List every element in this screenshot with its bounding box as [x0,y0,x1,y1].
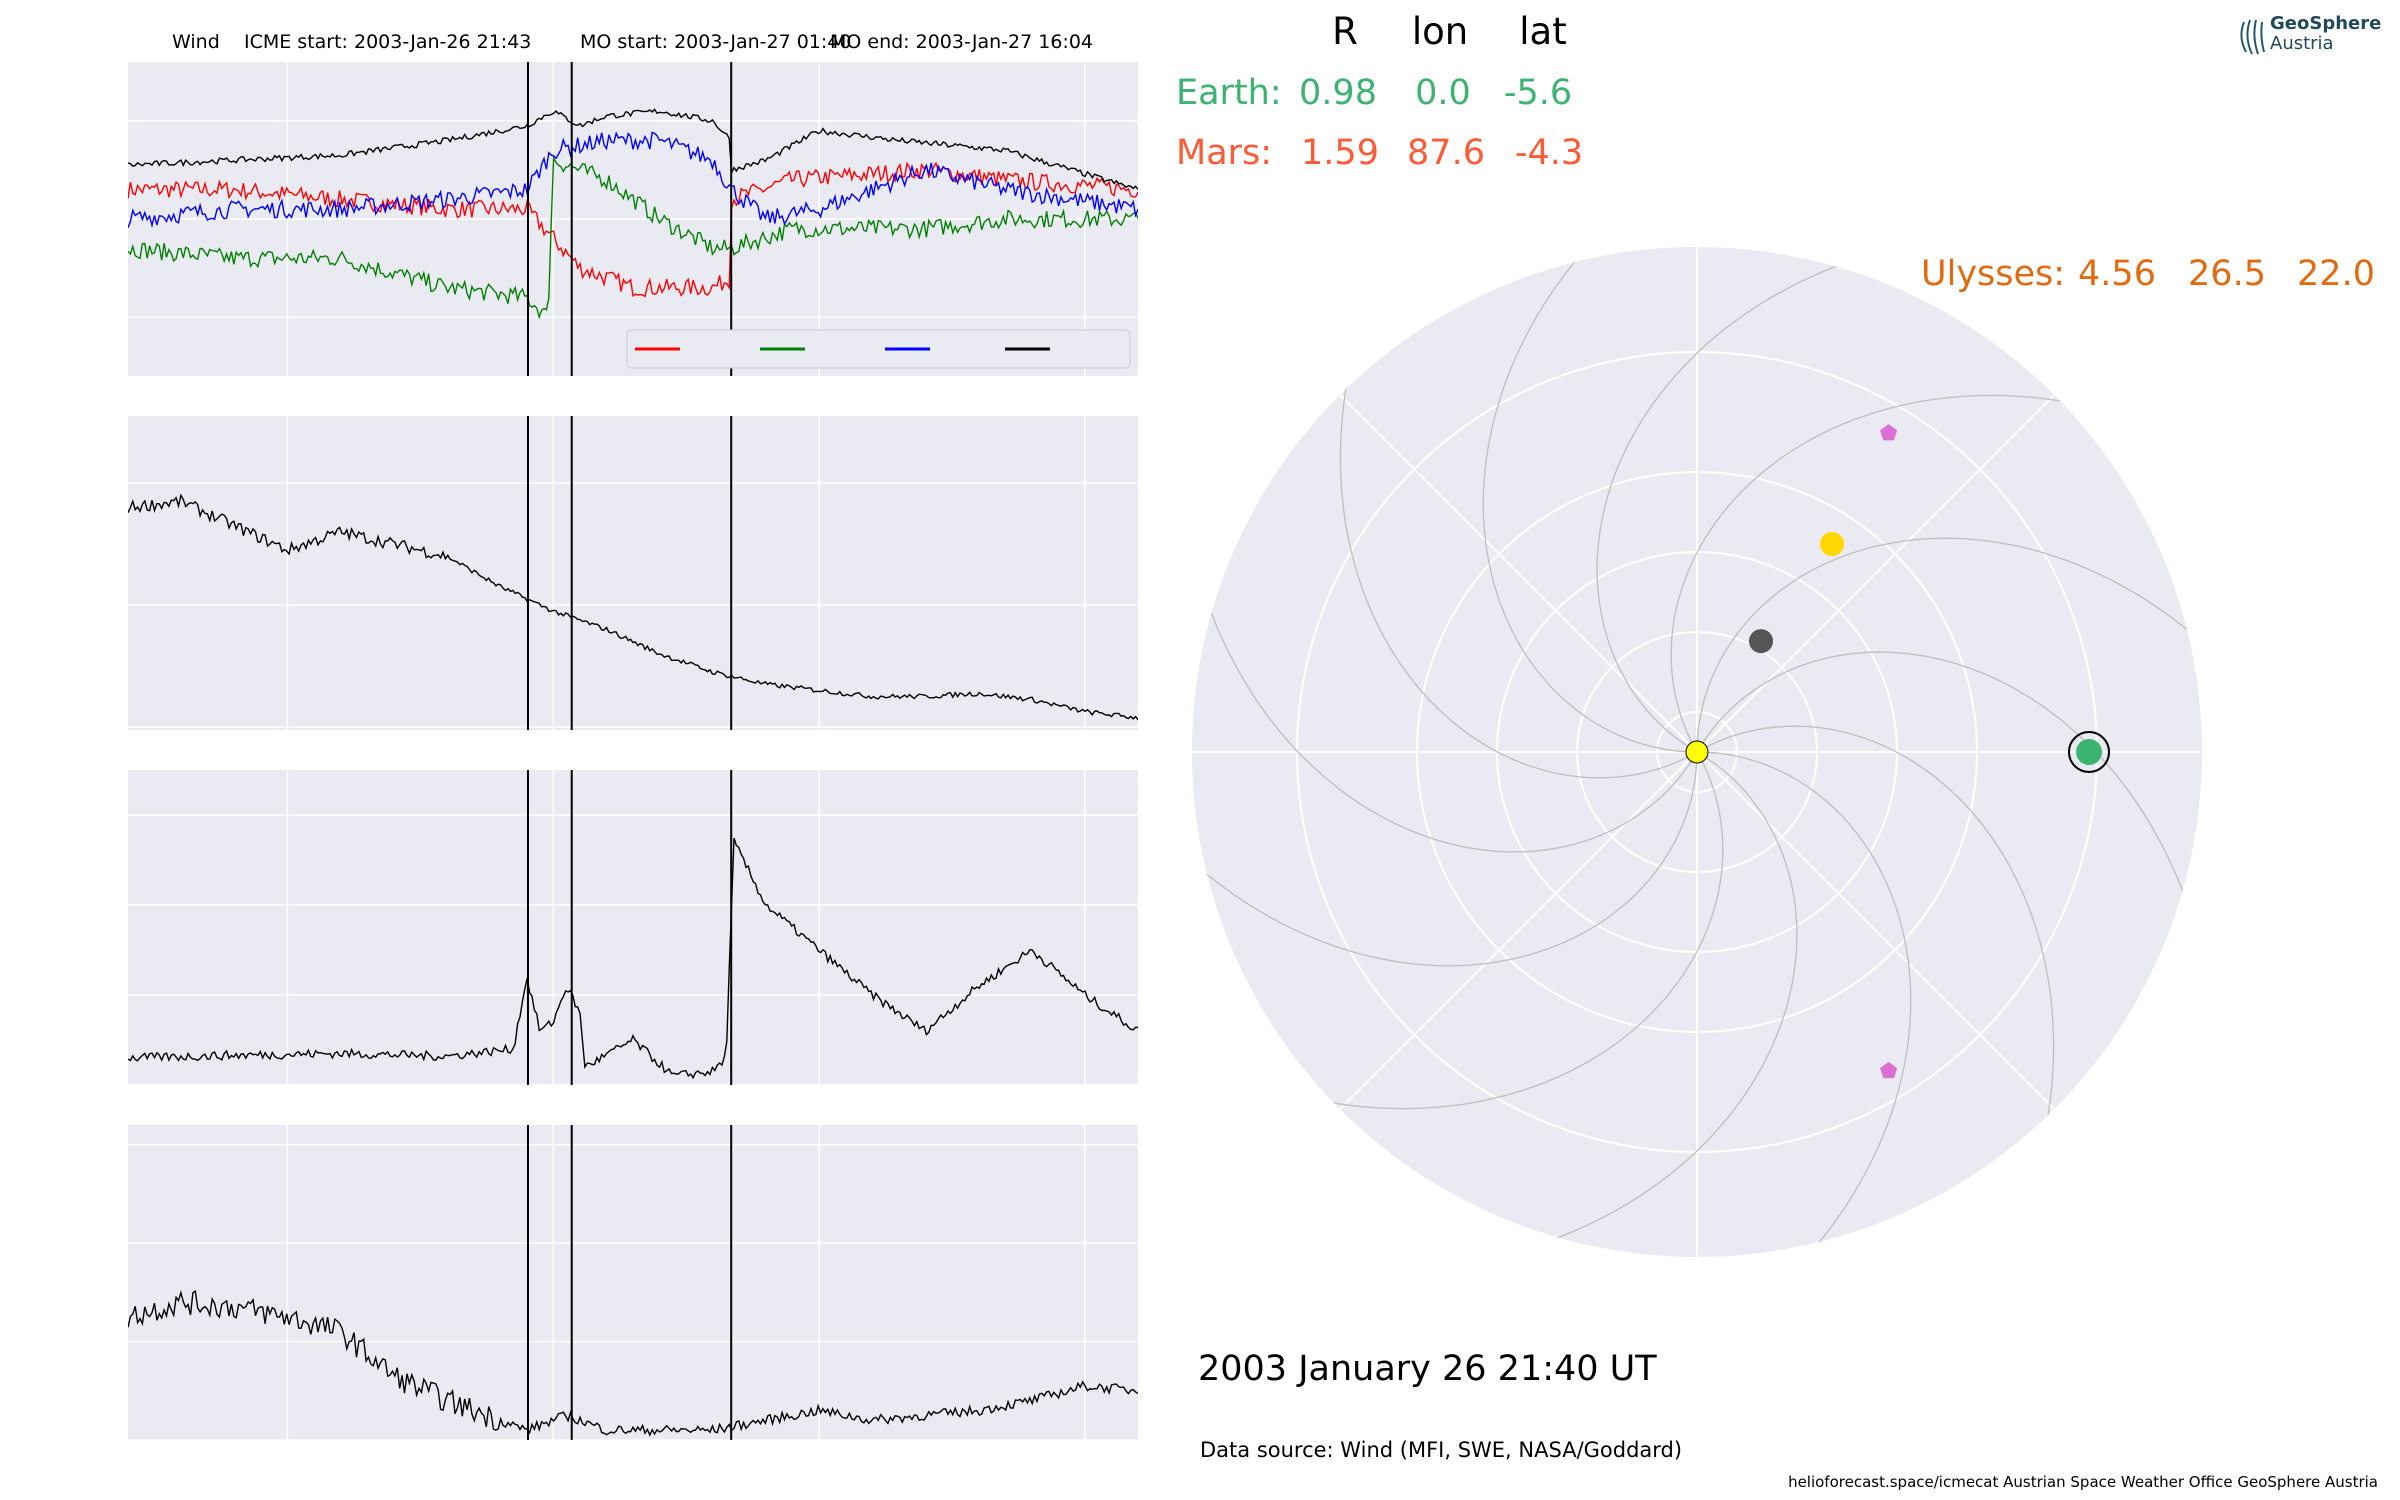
table-header-lon: lon [1412,10,1468,53]
logo-line1: GeoSphere [2270,13,2382,34]
ulysses-row-label: Ulysses: [1921,254,2065,294]
polar-content [1192,247,2202,1257]
geosphere-logo [2236,12,2386,62]
angular-gridline [1339,751,1698,1110]
series-group [128,108,1138,320]
panel-density [128,770,1138,1086]
parker-spiral [1192,667,1698,967]
data-source-label: Data source: Wind (MFI, SWE, NASA/Goddar… [1200,1438,1682,1462]
position-table: R lon lat Earth: 0.98 0.0 -5.6 Mars: 1.5… [1176,10,2375,294]
series-line-btotal [128,108,1138,190]
geosphere-logo-mark-icon [2240,19,2265,55]
plot-background [128,416,1138,730]
earth-row-lat: -5.6 [1504,73,1572,113]
earth-row-r: 0.98 [1299,73,1377,113]
datetime-label: 2003 January 26 21:40 UT [1198,1349,1657,1389]
logo-line2: Austria [2270,33,2334,54]
plot-background [128,770,1138,1085]
earth-row-lon: 0.0 [1415,73,1471,113]
credit-label: helioforecast.space/icmecat Austrian Spa… [1788,1473,2378,1491]
series-line-velocity [128,493,1138,721]
magenta-lower-marker [1880,1061,1898,1079]
spacecraft-label: Wind [172,31,220,53]
mo-end-label: MO end: 2003-Jan-27 16:04 [830,31,1093,53]
table-header-r: R [1332,10,1358,53]
icme-start-label: ICME start: 2003-Jan-26 21:43 [244,31,531,53]
earth-marker [2076,739,2102,765]
angular-gridline [1696,394,2055,753]
panel-b-field [128,62,1138,376]
earth-ring [2068,731,2110,773]
polar-plot [1192,247,2202,1257]
angular-gridline [1339,394,1698,753]
earth-row-label: Earth: [1176,73,1282,113]
table-header-lat: lat [1519,10,1566,53]
timeseries-panels [128,62,1138,1441]
magenta-upper-marker [1880,424,1898,441]
sun-marker [1685,740,1709,764]
mars-row-lon: 87.6 [1407,133,1485,173]
plot-background [128,1125,1138,1440]
series-line-by [128,155,1138,320]
series-group [128,493,1138,721]
gray-body-marker [1749,629,1773,654]
panel-velocity [128,416,1138,730]
series-group [128,837,1138,1080]
parker-spiral [1612,751,1912,1257]
ulysses-row-lon: 26.5 [2188,254,2266,294]
series-line-temperature [128,1290,1138,1437]
mars-row-lat: -4.3 [1515,133,1583,173]
parker-spiral [1482,247,1782,753]
series-line-bz [128,131,1138,229]
ulysses-row-r: 4.56 [2078,254,2156,294]
geosphere-logo-text: GeoSphere Austria [2270,14,2381,54]
series-line-bx [128,161,1138,298]
yellow-body-marker [1820,532,1845,557]
legend [626,329,1131,369]
series-line-density [128,837,1138,1080]
angular-gridline [1696,751,2055,1110]
ulysses-row-lat: 22.0 [2297,254,2375,294]
series-group [128,1290,1138,1437]
parker-spiral [1696,537,2202,837]
mo-start-label: MO start: 2003-Jan-27 01:40 [580,31,851,53]
mars-row-r: 1.59 [1301,133,1379,173]
legend-box [626,329,1131,369]
panel-temperature [128,1125,1138,1441]
mars-row-label: Mars: [1176,133,1272,173]
